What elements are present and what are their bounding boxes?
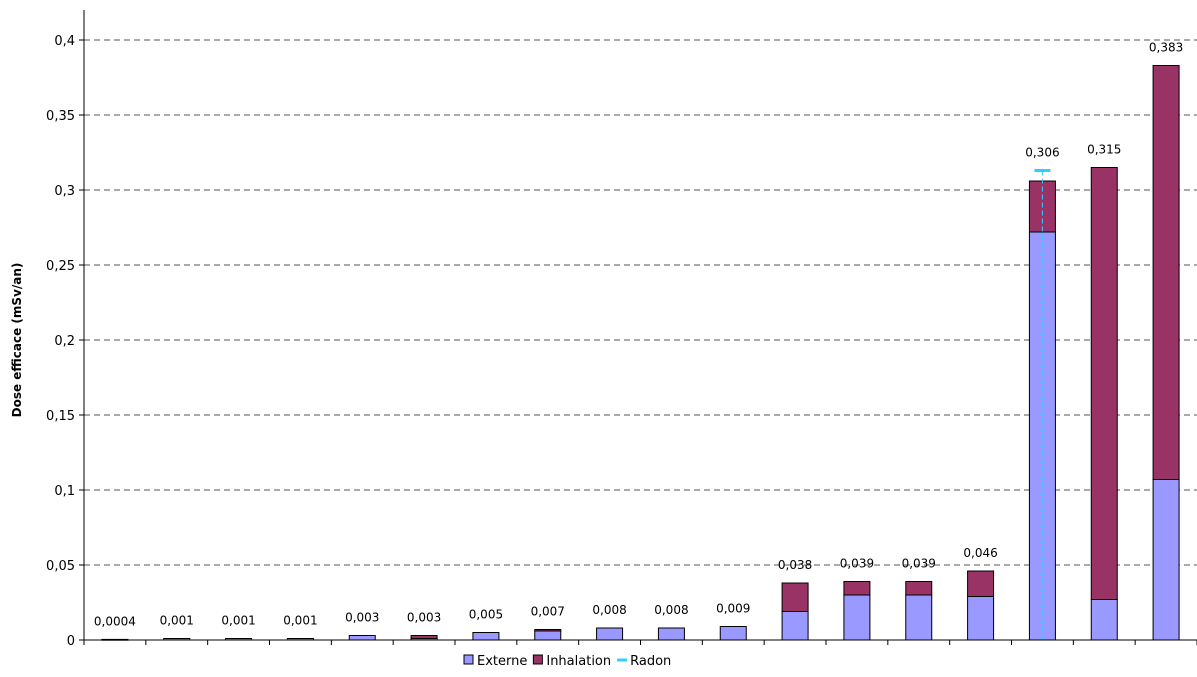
legend-label: Radon (630, 654, 671, 669)
y-tick-label: 0,1 (54, 484, 75, 499)
y-axis-title: Dose efficace (mSv/an) (10, 263, 24, 418)
bar-externe (719, 626, 747, 641)
legend-swatch (532, 654, 543, 665)
data-label: 0,003 (407, 611, 441, 625)
data-label: 0,046 (963, 546, 997, 560)
axes: 0 0,05 0,1 0,15 0,2 0,25 0,3 0,35 0,4 (46, 10, 1197, 649)
y-tick-label: 0,3 (54, 184, 75, 199)
bar-externe (967, 596, 995, 641)
data-label: 0,315 (1087, 143, 1121, 157)
data-label: 0,039 (902, 557, 936, 571)
data-label: 0,001 (160, 614, 194, 628)
legend-label: Externe (477, 654, 527, 669)
bar-externe (1090, 599, 1118, 641)
bar-inhalation (1090, 167, 1118, 600)
bar-externe (596, 627, 624, 641)
data-label: 0,003 (345, 611, 379, 625)
data-label: 0,005 (469, 608, 503, 622)
bar-externe (1152, 479, 1180, 641)
bar-externe (657, 627, 685, 641)
y-tick-label: 0,25 (46, 259, 75, 274)
y-tick-label: 0,4 (54, 34, 75, 49)
data-label: 0,001 (221, 614, 255, 628)
bar-inhalation (534, 629, 562, 632)
y-tick-label: 0,35 (46, 109, 75, 124)
bar-inhalation (905, 581, 933, 596)
gridlines (84, 39, 1197, 566)
data-label: 0,306 (1025, 146, 1059, 160)
data-labels: 0,0004 0,001 0,001 0,001 0,003 0,003 0,005 0,00… (94, 41, 1183, 629)
data-label: 0,383 (1149, 41, 1183, 55)
bars (101, 65, 1180, 641)
y-tick-label: 0,05 (46, 559, 75, 574)
data-label: 0,001 (283, 614, 317, 628)
bar-inhalation (781, 582, 809, 612)
bar-externe (348, 635, 376, 641)
bar-inhalation (1152, 65, 1180, 480)
bar-inhalation (843, 581, 871, 596)
legend-swatch (463, 654, 474, 665)
bar-externe (905, 594, 933, 641)
data-label: 0,0004 (94, 614, 136, 628)
bar-inhalation (967, 570, 995, 597)
data-label: 0,009 (716, 602, 750, 616)
bar-externe (472, 632, 500, 641)
legend: Externe Inhalation Radon (463, 654, 671, 669)
data-label: 0,008 (654, 603, 688, 617)
bar-inhalation (410, 635, 438, 639)
data-label: 0,007 (531, 605, 565, 619)
y-tick-label: 0,15 (46, 409, 75, 424)
bar-externe (781, 611, 809, 641)
legend-label: Inhalation (546, 654, 611, 669)
bar-externe (534, 630, 562, 641)
bar-externe (843, 594, 871, 641)
y-tick-label: 0,2 (54, 334, 75, 349)
y-tick-label: 0 (67, 634, 75, 649)
data-label: 0,039 (840, 557, 874, 571)
data-label: 0,038 (778, 558, 812, 572)
data-label: 0,008 (592, 603, 626, 617)
